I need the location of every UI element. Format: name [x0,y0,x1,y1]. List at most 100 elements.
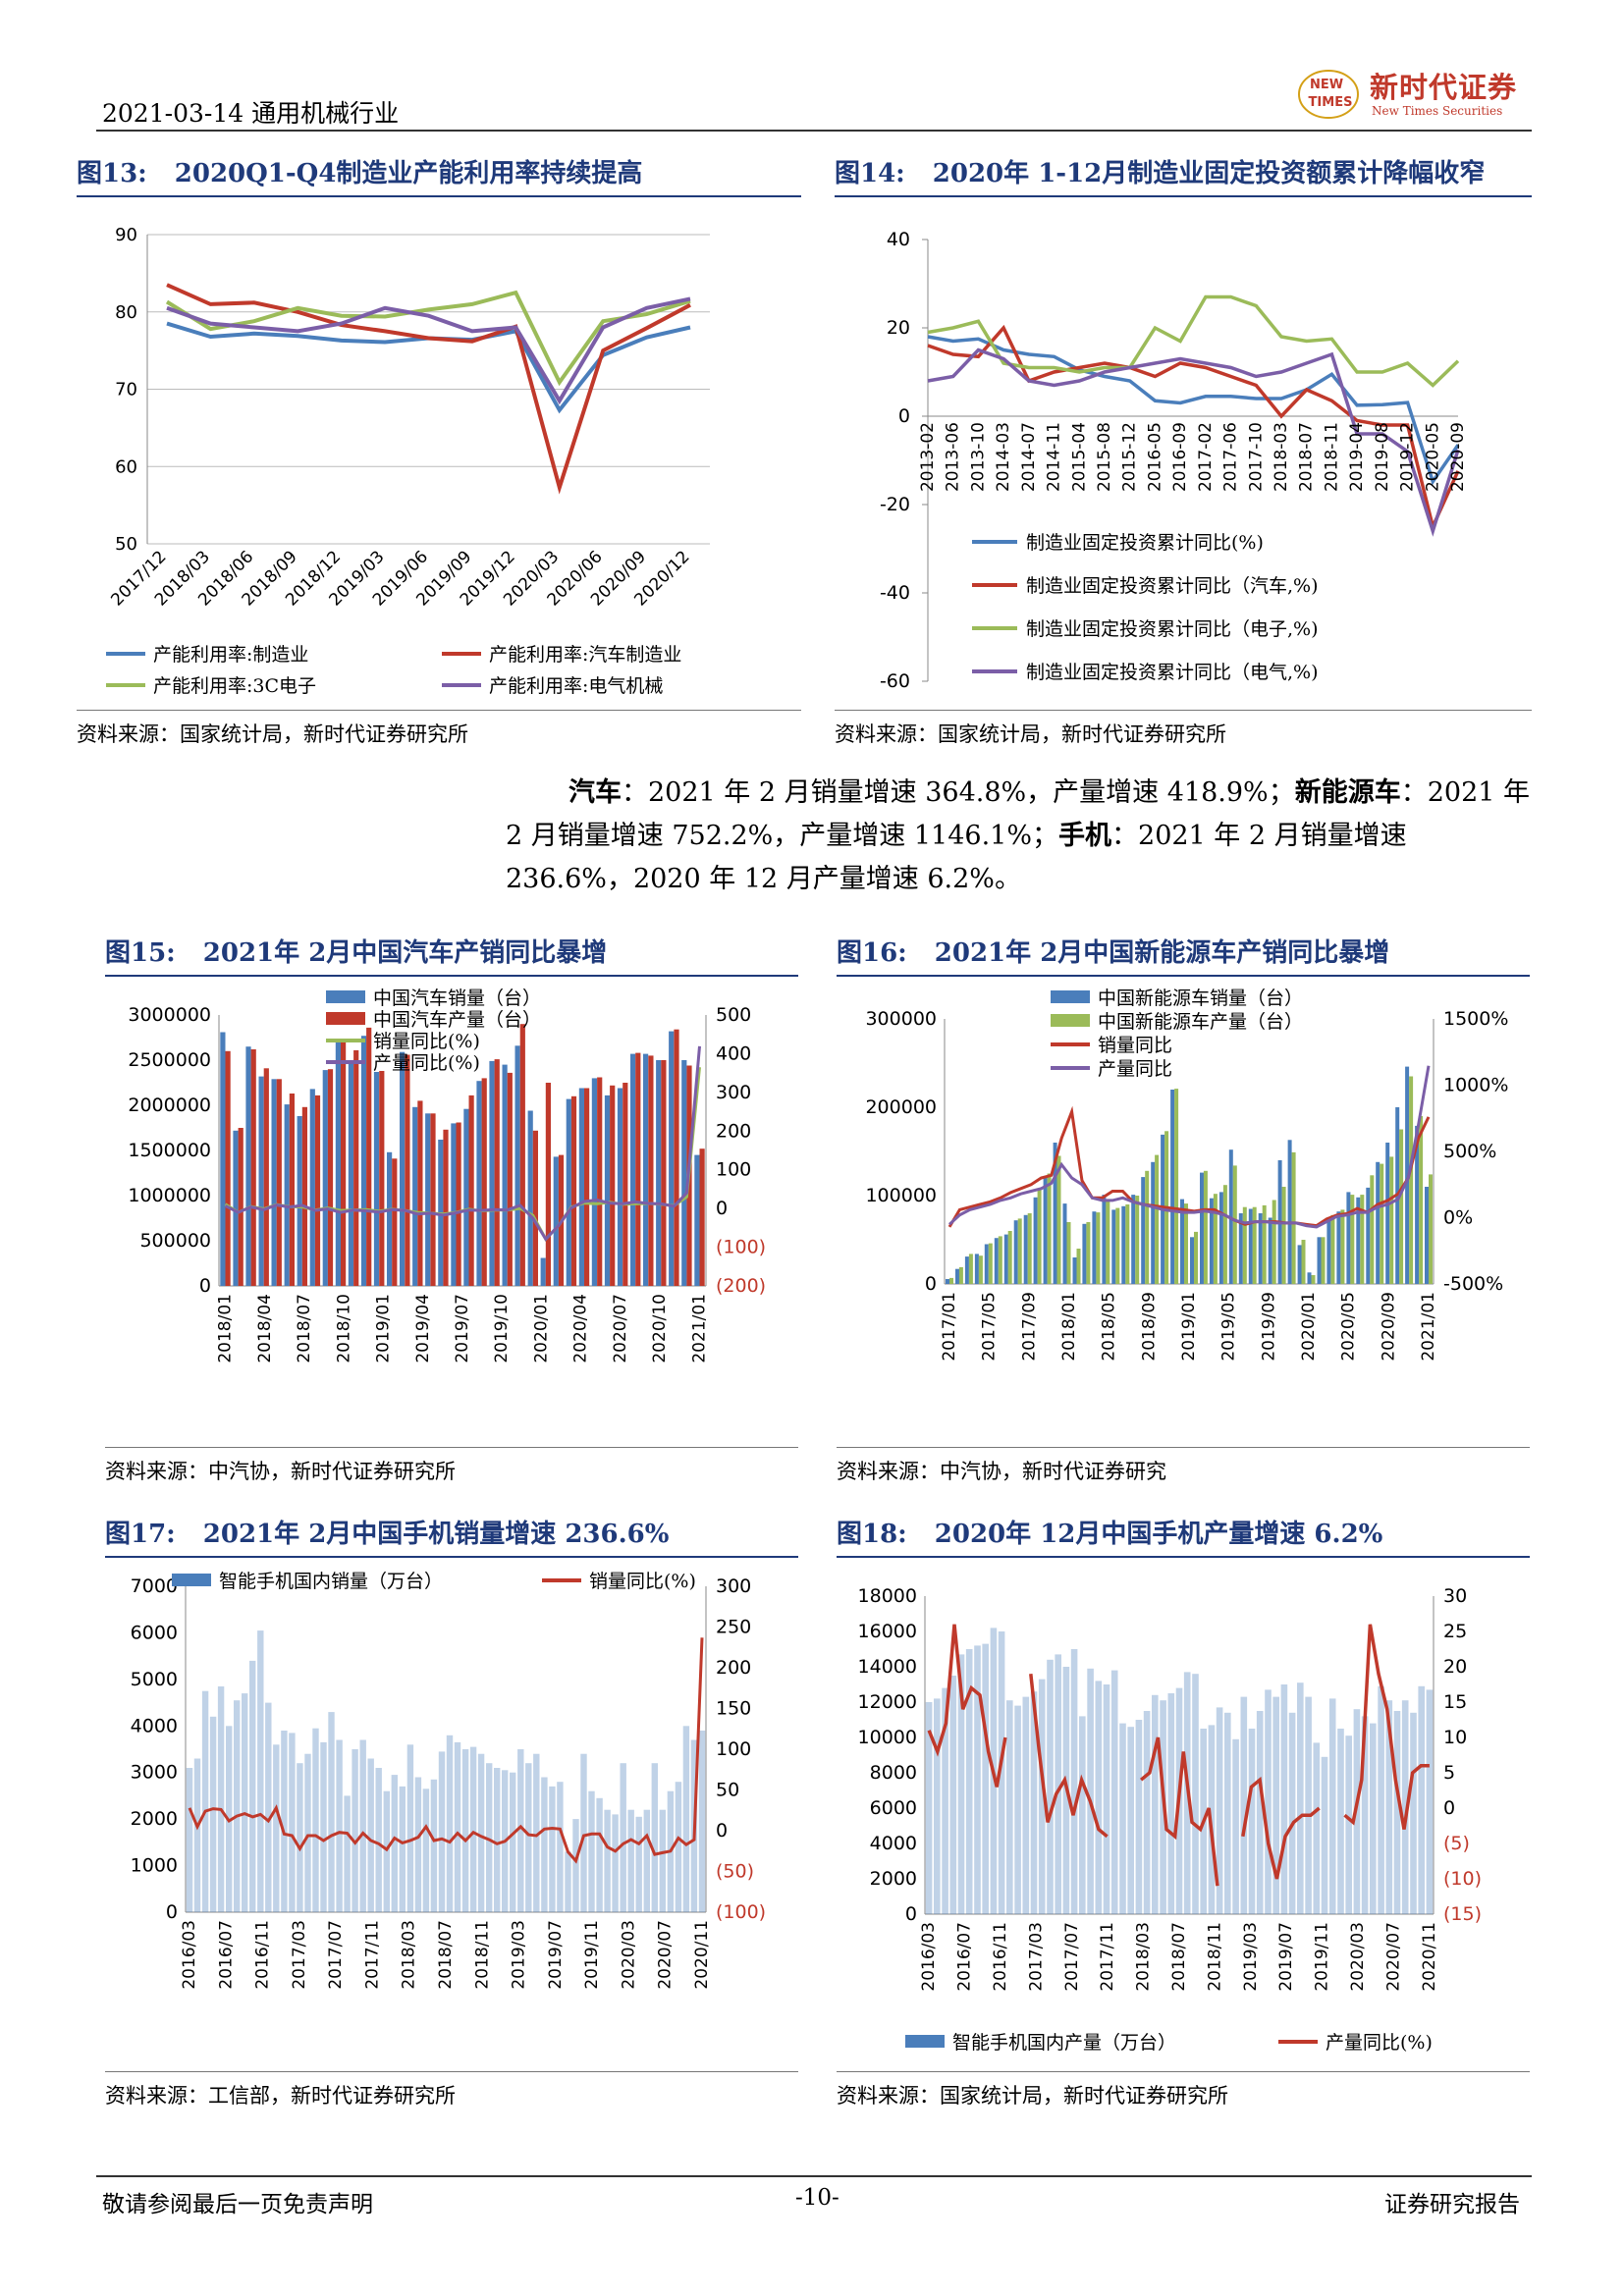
fig17-bar [621,1763,626,1912]
fig16-bar [1340,1209,1344,1284]
fig16-chart: 0 100000 200000 300000 -500% 0% 500% 1000% 1500%… [837,986,1530,1443]
logo-company-name: 新时代证券 [1370,65,1517,106]
fig15-bar [533,1131,538,1286]
fig18-bar [1119,1724,1126,1914]
fig16-bar [1170,1090,1174,1284]
fig16-legend-label: 产量同比 [1098,1058,1172,1080]
fig18-bar [1314,1742,1321,1914]
fig17-bar [249,1661,255,1912]
fig17-bar [400,1787,406,1912]
fig14-title-text: 2020年 1-12月制造业固定投资额累计降幅收窄 [933,159,1485,188]
fig15-bar [251,1049,256,1286]
fig16-bar [1067,1222,1071,1284]
fig17-y-tick-label-left: 0 [166,1901,178,1923]
fig17-bar [676,1782,681,1912]
fig15-bar [323,1070,328,1286]
fig14-x-tick-label: 2017-06 [1221,422,1241,492]
fig17-bar [462,1749,468,1912]
fig16-bar [1044,1178,1048,1284]
fig15-y-tick-label-right: (200) [716,1275,766,1297]
fig18-bar [1241,1697,1248,1914]
fig15-bar [353,1050,358,1286]
fig18-bar [1257,1711,1264,1914]
para-nev-label: 新能源车 [1295,777,1401,808]
fig15-x-tick-label: 2021/01 [689,1294,709,1363]
fig16-bar [1308,1272,1312,1284]
fig17-bar [218,1686,224,1912]
fig15-bar [412,1107,417,1286]
fig15-bar [567,1099,571,1286]
fig16-bar [1370,1175,1374,1284]
fig15-x-tick-label: 2018/04 [255,1294,275,1363]
fig17-y-tick-label-left: 6000 [131,1622,178,1643]
fig14-x-tick-label: 2020-09 [1448,422,1468,492]
fig16-bar [1063,1203,1067,1284]
fig17-bar [549,1787,555,1912]
fig15-bar [503,1065,508,1286]
company-logo: NEW TIMES 新时代证券 New Times Securities [1291,61,1537,128]
fig17-y-tick-label-left: 3000 [131,1762,178,1784]
fig17-chart: 0 1000 2000 3000 4000 5000 6000 7000 (100) (50) 0 5… [105,1567,798,2065]
fig16-bar [959,1267,963,1284]
fig17-bar [439,1751,445,1912]
fig16-bar [1034,1198,1038,1284]
fig15-x-tick-label: 2018/01 [216,1294,236,1363]
fig18-bar [934,1698,941,1914]
fig16-bar [1038,1190,1042,1284]
fig15-bar [694,1155,699,1286]
fig17-bar [336,1740,342,1913]
fig15-bar [349,1060,353,1286]
fig16-bar [1360,1195,1364,1284]
fig18-bar [1144,1711,1151,1914]
fig16-bar [1326,1220,1330,1284]
fig17-bar [470,1747,476,1912]
fig17-bar [604,1810,610,1912]
fig16-y-tick-label-right: 1000% [1443,1075,1508,1096]
fig17-x-tick-label: 2019/07 [546,1920,566,1990]
fig15-bar [387,1152,392,1286]
fig16-legend-label: 销量同比 [1098,1035,1172,1056]
fig18-x-tick-label: 2020/07 [1383,1922,1403,1992]
fig18-source: 资料来源：国家统计局，新时代证券研究所 [837,2071,1530,2109]
fig16-bar [1145,1171,1149,1284]
fig16-bar [1253,1207,1257,1284]
fig17-bar [699,1731,705,1912]
fig16-bar [1419,1116,1423,1284]
fig16-x-tick-label: 2017/05 [980,1292,1000,1362]
fig15-bar [508,1073,513,1286]
fig17-bar [242,1693,247,1912]
fig15-y-tick-label-left: 2000000 [128,1095,211,1116]
fig16-bar [1399,1130,1403,1285]
fig15-legend-swatch [326,990,365,1003]
fig18-bar [1322,1757,1328,1914]
fig16-bar [1380,1164,1383,1284]
fig16-bar [1057,1156,1061,1285]
fig13-y-tick-label: 80 [115,302,137,323]
fig14-legend-label: 制造业固定投资累计同比（电气,%) [1026,662,1319,683]
fig16-bar [1346,1192,1350,1284]
fig18-bar [1305,1697,1312,1914]
fig18-bar [1337,1729,1344,1914]
fig16-bar [1214,1194,1218,1284]
fig15-bar [520,1024,525,1286]
fig18-legend-swatch [905,2035,945,2048]
fig17-legend-swatch [172,1574,211,1586]
fig16-x-tick-label: 2017/01 [940,1292,959,1362]
fig17-bar [628,1810,634,1912]
fig16-bar [1330,1215,1334,1284]
fig18-legend-label: 产量同比(%) [1326,2032,1433,2054]
fig16-bar [955,1269,959,1284]
fig17-title: 图17: 2021年 2月中国手机销量增速 236.6% [105,1514,798,1558]
fig17-bar [612,1814,618,1912]
fig17-bar [415,1778,421,1913]
para-auto-text: ：2021 年 2 月销量增速 364.8%，产量增速 418.9%； [622,777,1295,808]
footer-divider [96,2175,1532,2177]
fig16-y-tick-label-left: 100000 [865,1185,937,1206]
fig18-bar [950,1676,957,1914]
fig16-legend-label: 中国新能源车销量（台） [1098,988,1303,1009]
fig18-bar [1168,1693,1175,1914]
fig17-bar [344,1795,350,1912]
fig16-bar [1190,1237,1194,1284]
fig15-series-line [226,1046,700,1239]
fig14-chart: -60 -40 -20 0 20 40 2013-02 2013-06 2013-10 2014-… [835,210,1532,706]
